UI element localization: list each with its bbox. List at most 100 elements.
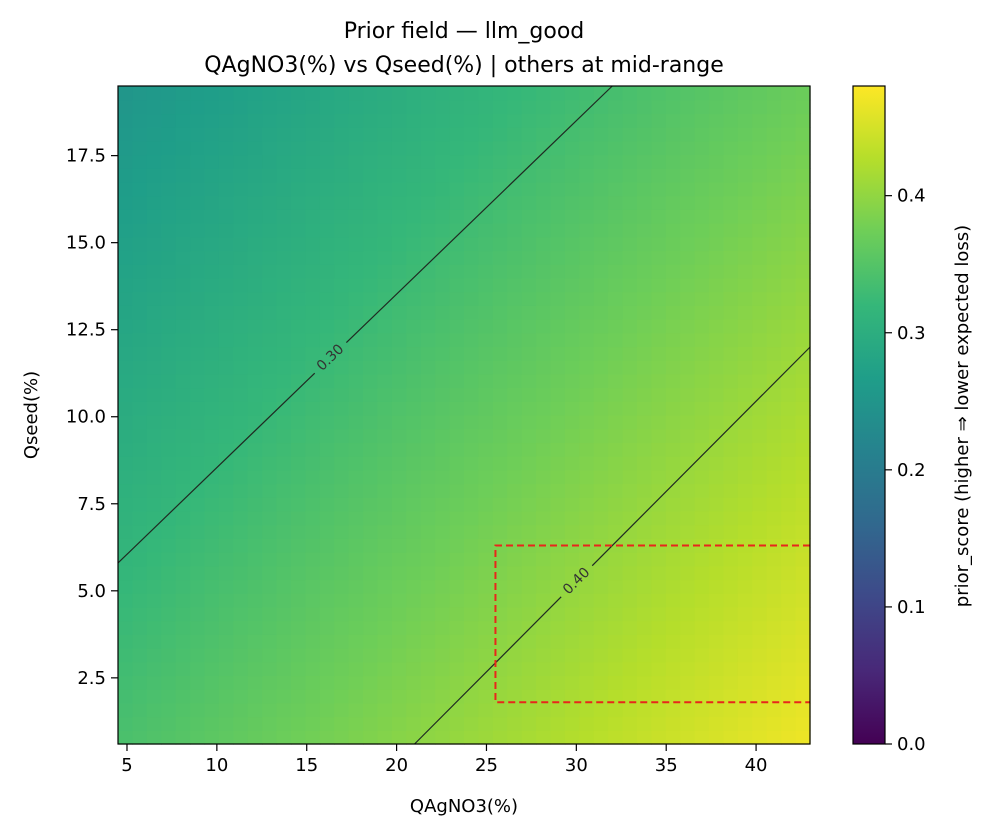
heatmap-cell	[795, 305, 811, 320]
heatmap-cell	[132, 319, 148, 334]
heatmap-cell	[579, 154, 595, 169]
heatmap-cell	[406, 86, 422, 101]
heatmap-cell	[161, 360, 177, 375]
heatmap-cell	[204, 579, 220, 594]
heatmap-cell	[146, 469, 162, 485]
heatmap-cell	[334, 442, 350, 457]
heatmap-cell	[435, 168, 451, 183]
heatmap-cell	[723, 730, 739, 745]
heatmap-cell	[334, 565, 350, 581]
heatmap-cell	[247, 332, 263, 348]
heatmap-cell	[190, 552, 206, 567]
heatmap-cell	[637, 387, 653, 402]
heatmap-cell	[175, 319, 191, 334]
heatmap-cell	[507, 483, 523, 498]
heatmap-cell	[521, 346, 537, 361]
heatmap-cell	[536, 483, 552, 498]
heatmap-cell	[550, 346, 566, 361]
heatmap-cell	[492, 620, 508, 635]
heatmap-cell	[334, 168, 350, 183]
heatmap-cell	[233, 86, 249, 101]
heatmap-cell	[709, 634, 725, 649]
heatmap-cell	[766, 127, 782, 142]
heatmap-cell	[262, 332, 278, 348]
heatmap-cell	[319, 648, 335, 663]
colorbar: 0.00.10.20.30.4	[852, 85, 926, 755]
heatmap-cell	[550, 236, 566, 252]
heatmap-cell	[622, 401, 638, 416]
heatmap-cell	[391, 648, 407, 663]
heatmap-cell	[464, 606, 480, 622]
heatmap-cell	[737, 291, 753, 306]
heatmap-cell	[694, 538, 710, 553]
heatmap-cell	[550, 209, 566, 224]
heatmap-cell	[752, 387, 768, 402]
heatmap-cell	[709, 442, 725, 457]
heatmap-cell	[492, 497, 508, 512]
heatmap-cell	[175, 305, 191, 320]
heatmap-cell	[507, 415, 523, 430]
heatmap-cell	[536, 456, 552, 471]
heatmap-cell	[363, 99, 379, 115]
heatmap-cell	[781, 593, 797, 608]
heatmap-cell	[766, 469, 782, 485]
heatmap-cell	[593, 456, 609, 471]
heatmap-cell	[132, 223, 148, 238]
heatmap-cell	[723, 127, 739, 142]
heatmap-cell	[651, 168, 667, 183]
heatmap-cell	[795, 456, 811, 471]
heatmap-cell	[752, 236, 768, 252]
heatmap-cell	[218, 593, 234, 608]
heatmap-cell	[218, 524, 234, 539]
heatmap-cell	[550, 689, 566, 704]
heatmap-cell	[146, 291, 162, 306]
heatmap-cell	[709, 428, 725, 444]
heatmap-cell	[161, 373, 177, 389]
heatmap-cell	[564, 223, 580, 238]
heatmap-cell	[637, 456, 653, 471]
heatmap-cell	[305, 524, 321, 539]
heatmap-cell	[334, 360, 350, 375]
heatmap-cell	[550, 277, 566, 293]
heatmap-cell	[665, 305, 681, 320]
heatmap-cell	[118, 456, 134, 471]
heatmap-cell	[247, 387, 263, 402]
heatmap-cell	[536, 181, 552, 197]
heatmap-cell	[291, 86, 307, 101]
heatmap-cell	[391, 702, 407, 718]
heatmap-cell	[435, 86, 451, 101]
heatmap-cell	[709, 648, 725, 663]
heatmap-cell	[550, 552, 566, 567]
heatmap-cell	[622, 510, 638, 526]
heatmap-cell	[579, 291, 595, 306]
heatmap-cell	[579, 346, 595, 361]
heatmap-cell	[536, 689, 552, 704]
heatmap-cell	[262, 360, 278, 375]
heatmap-cell	[680, 689, 696, 704]
heatmap-cell	[637, 524, 653, 539]
heatmap-cell	[694, 469, 710, 485]
heatmap-cell	[464, 127, 480, 142]
heatmap-cell	[291, 456, 307, 471]
heatmap-cell	[319, 483, 335, 498]
heatmap-cell	[651, 565, 667, 581]
heatmap-cell	[377, 716, 393, 731]
heatmap-cell	[118, 634, 134, 649]
heatmap-cell	[334, 401, 350, 416]
heatmap-cell	[262, 223, 278, 238]
heatmap-cell	[593, 483, 609, 498]
heatmap-cell	[204, 168, 220, 183]
heatmap-cell	[291, 716, 307, 731]
heatmap-cell	[262, 716, 278, 731]
heatmap-cell	[622, 456, 638, 471]
heatmap-cell	[377, 264, 393, 279]
heatmap-cell	[449, 209, 465, 224]
heatmap-cell	[391, 264, 407, 279]
heatmap-cell	[766, 620, 782, 635]
heatmap-cell	[175, 538, 191, 553]
heatmap-cell	[348, 593, 364, 608]
heatmap-cell	[449, 360, 465, 375]
heatmap-cell	[218, 565, 234, 581]
heatmap-cell	[247, 305, 263, 320]
